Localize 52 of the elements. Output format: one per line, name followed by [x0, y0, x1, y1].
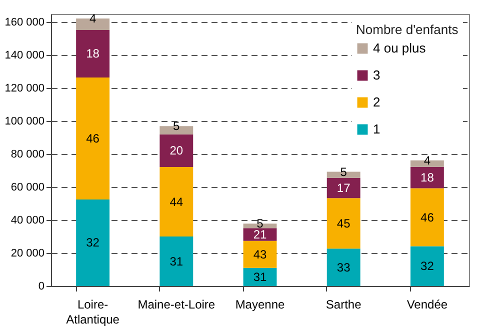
- x-tick-label: Mayenne: [235, 298, 286, 312]
- legend-label: 4 ou plus: [373, 40, 426, 56]
- y-tick-label: 40 000: [10, 214, 44, 227]
- y-tick-label: 60 000: [10, 182, 44, 194]
- annotation: 18: [420, 170, 434, 185]
- annotation: 31: [253, 270, 267, 284]
- bar: [160, 236, 194, 286]
- x-tick-label: Sarthe: [326, 298, 362, 312]
- bar: [326, 198, 360, 249]
- annotation: 20: [170, 144, 184, 158]
- annotation: 33: [336, 260, 351, 274]
- bar: [410, 188, 444, 246]
- annotation: 4: [89, 11, 96, 26]
- x-tick-label: Maine-et-Loire: [138, 298, 216, 312]
- annotation: 31: [170, 254, 184, 268]
- y-tick-label: 160 000: [4, 16, 44, 29]
- legend-label: 3: [373, 68, 380, 82]
- annotation: 5: [340, 164, 348, 179]
- y-tick-label: 120 000: [4, 82, 44, 95]
- legend-label: 2: [373, 94, 380, 110]
- bar: [76, 199, 110, 286]
- annotation: 32: [420, 259, 434, 274]
- y-tick-label: 0: [38, 280, 44, 292]
- bar: [326, 248, 360, 286]
- y-tick-label: 100 000: [4, 116, 44, 128]
- x-tick-label: Loire-Atlantique: [66, 298, 120, 326]
- annotation: 17: [336, 181, 351, 195]
- legend-label: 1: [373, 122, 380, 136]
- bar: [326, 178, 360, 198]
- x-tick-label: Vendée: [406, 298, 448, 312]
- annotation: 32: [86, 236, 100, 250]
- bar: [243, 228, 277, 241]
- bar: [410, 246, 444, 286]
- annotation: 45: [336, 216, 351, 230]
- bar: [243, 240, 277, 268]
- annotation: 5: [173, 119, 180, 134]
- annotation: 4: [424, 153, 431, 168]
- bar: [76, 77, 110, 200]
- annotation: 43: [253, 247, 267, 262]
- annotation: 44: [170, 194, 184, 209]
- legend-title: Nombre d'enfants: [356, 22, 459, 37]
- bar: [410, 166, 444, 188]
- annotation: 46: [86, 131, 100, 146]
- bar: [160, 166, 194, 237]
- y-tick-label: 140 000: [4, 50, 44, 62]
- bar: [160, 134, 194, 167]
- bar: [243, 268, 277, 286]
- y-tick-label: 80 000: [10, 148, 44, 161]
- annotation: 18: [86, 46, 100, 61]
- y-tick-label: 20 000: [10, 248, 44, 260]
- annotation: 46: [420, 210, 434, 224]
- bar: [76, 30, 110, 78]
